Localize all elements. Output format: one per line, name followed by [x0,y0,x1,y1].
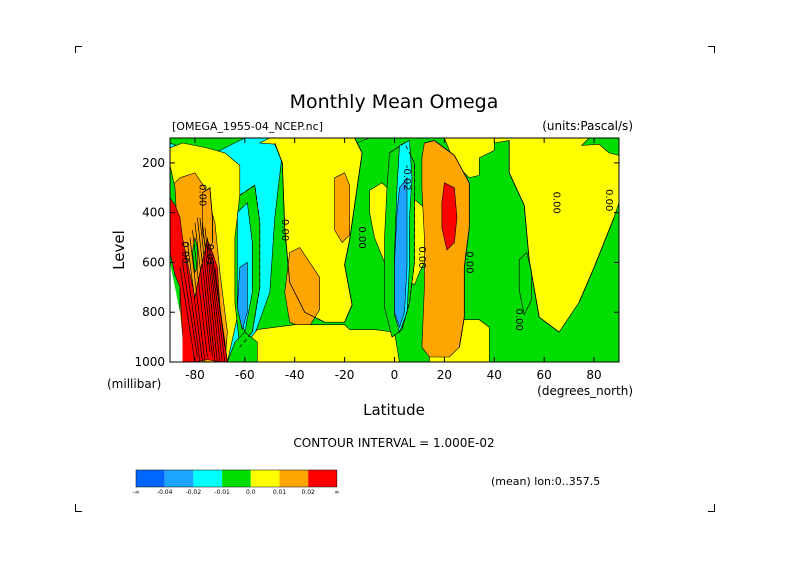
contour-label: 0.00 [356,226,367,248]
corner-mark-top-right [708,46,715,53]
corner-mark-top-left [75,46,82,53]
colorbar-label: -0.01 [214,489,230,496]
x-tick-label: 40 [487,368,502,382]
contour-region-22 [394,176,408,329]
y-tick-label: 1000 [134,355,165,369]
contour-line-6 [578,217,615,303]
dense-contour-line [184,252,201,362]
footer-text: (mean) lon:0..357.5 [491,475,600,488]
x-tick-label: 20 [437,368,452,382]
y-tick-label: 600 [142,255,165,269]
x-tick-label: 80 [586,368,601,382]
colorbar: -∞ -0.04 -0.02 -0.01 0.0 0.01 0.02 ∞ [132,469,339,496]
contour-line-1 [344,138,363,323]
colorbar-label: ∞ [334,489,339,496]
x-tick-label: 60 [537,368,552,382]
corner-mark-bottom-left [75,504,82,512]
contour-label: -0.02 [401,165,412,191]
contour-lines [179,138,615,362]
y-tick-label: 800 [142,305,165,319]
contour-label: 0.00 [279,219,290,241]
x-tick-label: -60 [235,368,255,382]
colorbar-label: -0.04 [157,489,173,496]
corner-marks [75,46,715,512]
contour-region-23 [421,140,470,358]
y-axis-unit: (millibar) [107,377,161,391]
dense-contour-line [204,227,221,362]
contour-region-24 [441,182,458,251]
colorbar-label: -0.02 [186,489,202,496]
colorbar-swatch [136,470,165,487]
contour-line-4 [424,140,470,348]
dense-contour-line [209,247,226,362]
y-tick-label: 400 [142,206,165,220]
contour-region-18 [518,251,533,316]
contour-label: 0.00 [179,241,190,263]
dense-contour-line [199,217,216,362]
x-axis-unit: (degrees_north) [537,384,633,398]
dense-contour-line [187,242,203,362]
contour-label: 0.00 [416,246,427,268]
chart-title: Monthly Mean Omega [290,91,499,113]
contour-line-2 [239,184,261,348]
contour-label: 0.00 [196,184,207,206]
colorbar-swatch [279,470,309,487]
contour-labels: 0.00 0.00 0.01 0.00 0.00 -0.02 0.00 0.00 0.00 0.0… [179,165,614,331]
contour-label: 0.00 [551,192,562,214]
colorbar-label: 0.02 [302,489,316,496]
contour-label: 0.00 [513,309,524,331]
dense-contour-line [214,267,226,348]
colorbar-frame [135,469,338,488]
colorbar-label: 0.0 [246,489,256,496]
contour-region-19 [580,138,619,156]
contour-line-0 [274,142,325,323]
x-axis-title: Latitude [363,401,425,419]
corner-mark-bottom-right [708,504,715,512]
dense-contour-line [202,222,218,362]
x-tick-label: -40 [285,368,305,382]
contour-line-5 [508,140,560,333]
colorbar-swatch [193,470,223,487]
dense-contour-line [189,237,206,362]
dense-contour-line [179,267,196,362]
contour-label: 0.00 [463,251,474,273]
contour-label: 0.00 [603,189,614,211]
x-tick-label: 0 [391,368,399,382]
colorbar-label: 0.01 [273,489,287,496]
x-tick-label: -80 [185,368,205,382]
dense-contour-line [192,230,208,358]
contour-interval-text: CONTOUR INTERVAL = 1.000E-02 [293,436,494,450]
contour-label: 0.01 [204,244,215,266]
contour-line-3 [389,142,415,338]
colorbar-swatch [164,470,194,487]
dense-contour-line [182,262,198,358]
contour-line-7 [202,187,213,243]
colorbar-swatch [250,470,280,487]
y-axis: 200 400 600 800 1000 [134,156,619,369]
x-tick-label: -20 [335,368,355,382]
y-tick-label: 200 [142,156,165,170]
contour-fills [170,138,619,362]
contour-region-13 [334,172,350,243]
dense-contour-line [197,217,213,358]
missing-data-area [170,262,183,362]
x-axis: -80 -60 -40 -20 0 20 40 60 80 [185,138,602,382]
colorbar-label: -∞ [132,489,139,496]
dense-contour-line [207,237,223,362]
source-label: [OMEGA_1955-04_NCEP.nc] [172,120,323,133]
y-axis-title: Level [110,230,128,270]
dense-contour-line [194,222,211,353]
colorbar-swatch [308,470,337,487]
colorbar-swatch [222,470,251,487]
contour-region-12 [284,247,321,330]
contour-region-25 [227,331,258,362]
contour-region-4 [236,261,248,330]
units-label: (units:Pascal/s) [542,119,633,133]
